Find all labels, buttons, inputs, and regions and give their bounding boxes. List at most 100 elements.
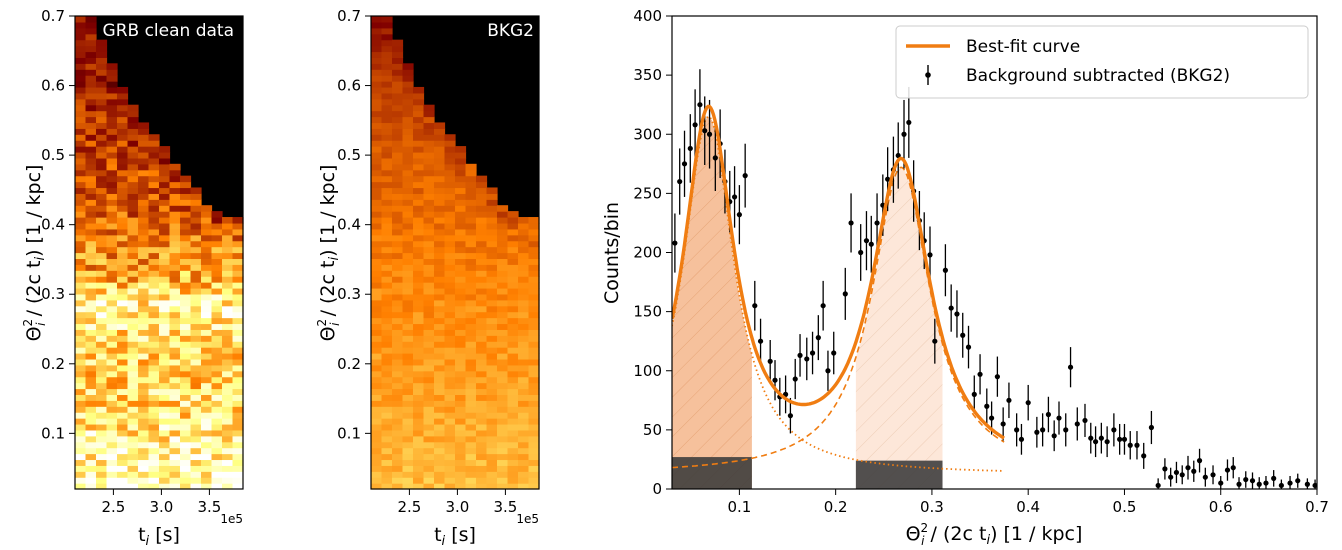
- heatmap-cell: [211, 317, 223, 325]
- heatmap-cell: [423, 376, 435, 384]
- heatmap-cell: [106, 400, 118, 407]
- heatmap-cell: [222, 364, 234, 372]
- data-point: [772, 377, 778, 383]
- heatmap-cell: [127, 382, 139, 390]
- heatmap-cell: [222, 423, 234, 431]
- heatmap-cell: [507, 435, 519, 443]
- heatmap-cell: [465, 441, 477, 449]
- heatmap-cell: [518, 258, 530, 265]
- heatmap-cell: [96, 81, 108, 88]
- heatmap-cell: [518, 453, 530, 461]
- heatmap-cell: [85, 175, 97, 183]
- heatmap-cell: [190, 222, 202, 230]
- heatmap-cell: [465, 364, 477, 372]
- heatmap-cell: [434, 211, 446, 218]
- heatmap-cell: [75, 181, 87, 189]
- heatmap-cell: [402, 86, 414, 94]
- heatmap-cell: [486, 205, 498, 212]
- heatmap-cell: [211, 429, 223, 437]
- heatmap-cell: [127, 276, 139, 283]
- heatmap-cell: [96, 353, 108, 360]
- heatmap-cell: [222, 222, 234, 230]
- heatmap-cell: [371, 57, 383, 64]
- heatmap-cell: [434, 341, 446, 348]
- heatmap-cell: [85, 305, 97, 313]
- heatmap-cell: [148, 175, 160, 183]
- heatmap-cell: [455, 406, 467, 413]
- heatmap-cell: [180, 477, 192, 484]
- heatmap-cell: [486, 382, 498, 390]
- heatmap-cell: [106, 435, 118, 443]
- heatmap-cell: [465, 252, 477, 260]
- heatmap-cell: [169, 483, 181, 490]
- heatmap-cell: [180, 228, 192, 236]
- heatmap-cell: [402, 317, 414, 325]
- heatmap-cell: [381, 217, 393, 224]
- heatmap-cell: [381, 252, 393, 260]
- data-point: [677, 178, 683, 185]
- heatmap-cell: [423, 293, 435, 301]
- heatmap-cell: [518, 376, 530, 384]
- heatmap-cell: [486, 429, 498, 437]
- heatmap-cell: [402, 252, 414, 260]
- heatmap-cell: [96, 418, 108, 425]
- heatmap-cell: [169, 187, 181, 194]
- heatmap-cell: [528, 311, 540, 319]
- heatmap-cell: [85, 228, 97, 236]
- heatmap-cell: [138, 423, 150, 431]
- heatmap-cell: [434, 234, 446, 242]
- heatmap-cell: [455, 423, 467, 431]
- heatmap-cell: [106, 299, 118, 307]
- heatmap-cell: [371, 358, 383, 366]
- heatmap-cell: [117, 388, 129, 395]
- heatmap-cell: [85, 69, 97, 76]
- heatmap-cell: [159, 211, 171, 218]
- heatmap-cell: [106, 465, 118, 472]
- heatmap-cell: [465, 412, 477, 419]
- data-point: [736, 212, 742, 218]
- heatmap-cell: [127, 329, 139, 336]
- heatmap-cell: [190, 447, 202, 455]
- heatmap-cell: [75, 412, 87, 419]
- heatmap-cell: [476, 246, 488, 254]
- heatmap-cell: [148, 400, 160, 407]
- heatmap-cell: [528, 376, 540, 384]
- heatmap-cell: [381, 33, 393, 41]
- heatmap-cell: [180, 217, 192, 224]
- heatmap-cell: [75, 382, 87, 390]
- heatmap-cell: [402, 75, 414, 82]
- panel2-xlabel: ti [s]: [434, 524, 476, 549]
- heatmap-cell: [413, 246, 425, 254]
- heatmap-cell: [85, 258, 97, 265]
- heatmap-cell: [371, 376, 383, 384]
- heatmap-cell: [148, 270, 160, 277]
- heatmap-cell: [138, 400, 150, 407]
- heatmap-cell: [180, 222, 192, 230]
- heatmap-cell: [117, 293, 129, 301]
- heatmap-cell: [190, 228, 202, 236]
- heatmap-cell: [201, 222, 213, 230]
- heatmap-cell: [169, 323, 181, 330]
- heatmap-cell: [211, 412, 223, 419]
- data-point: [1074, 421, 1080, 427]
- heatmap-cell: [138, 240, 150, 248]
- heatmap-cell: [465, 382, 477, 390]
- heatmap-cell: [455, 270, 467, 277]
- heatmap-cell: [444, 465, 456, 472]
- heatmap-cell: [423, 163, 435, 171]
- heatmap-cell: [96, 163, 108, 171]
- heatmap-cell: [371, 39, 383, 47]
- heatmap-cell: [190, 287, 202, 295]
- heatmap-cell: [486, 276, 498, 283]
- heatmap-cell: [96, 169, 108, 177]
- heatmap-cell: [497, 435, 509, 443]
- heatmap-cell: [518, 388, 530, 395]
- heatmap-cell: [211, 293, 223, 301]
- heatmap-cell: [497, 347, 509, 354]
- heatmap-cell: [486, 471, 498, 478]
- heatmap-cell: [138, 157, 150, 165]
- heatmap-cell: [371, 388, 383, 395]
- data-point: [697, 102, 703, 108]
- data-point: [1218, 480, 1224, 486]
- heatmap-cell: [381, 146, 393, 153]
